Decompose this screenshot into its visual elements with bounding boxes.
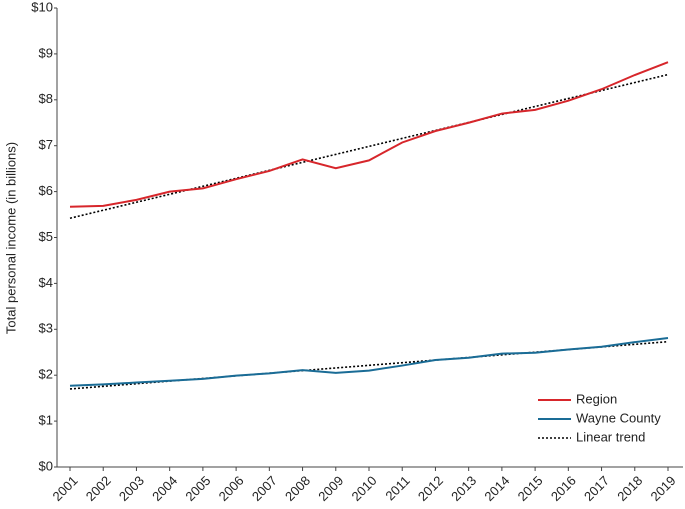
x-tick-label: 2001 [49, 473, 80, 504]
legend-label: Linear trend [576, 429, 645, 444]
y-tick-label: $1 [39, 413, 53, 428]
y-tick-label: $2 [39, 367, 53, 382]
y-tick-label: $0 [39, 458, 53, 473]
x-tick-label: 2019 [647, 473, 678, 504]
x-tick-label: 2011 [382, 473, 412, 503]
x-tick-label: 2003 [116, 473, 147, 504]
series-line [69, 61, 669, 208]
x-tick-label: 2016 [548, 473, 579, 504]
y-tick-label: $4 [39, 275, 53, 290]
legend-label: Wayne County [576, 410, 661, 425]
x-tick-label: 2006 [216, 473, 247, 504]
x-tick-label: 2017 [581, 473, 612, 504]
y-axis-label: Total personal income (in billions) [3, 142, 18, 334]
x-tick-label: 2005 [182, 473, 213, 504]
x-tick-label: 2007 [249, 473, 280, 504]
x-tick-label: 2013 [448, 473, 479, 504]
y-tick-label: $10 [31, 0, 53, 14]
x-tick-label: 2010 [348, 473, 379, 504]
series-line [69, 337, 669, 387]
y-tick-label: $6 [39, 183, 53, 198]
x-tick-label: 2015 [515, 473, 546, 504]
y-tick-label: $8 [39, 91, 53, 106]
trend-line [69, 73, 669, 219]
y-tick-label: $9 [39, 45, 53, 60]
y-tick-label: $5 [39, 229, 53, 244]
y-tick-label: $7 [39, 137, 53, 152]
x-tick-label: 2012 [415, 473, 446, 504]
x-tick-label: 2004 [149, 473, 180, 504]
x-tick-label: 2009 [315, 473, 346, 504]
x-tick-label: 2014 [481, 473, 512, 504]
x-tick-label: 2002 [83, 473, 114, 504]
x-tick-label: 2008 [282, 473, 313, 504]
legend-label: Region [576, 391, 617, 406]
y-tick-label: $3 [39, 321, 53, 336]
x-tick-label: 2018 [614, 473, 645, 504]
